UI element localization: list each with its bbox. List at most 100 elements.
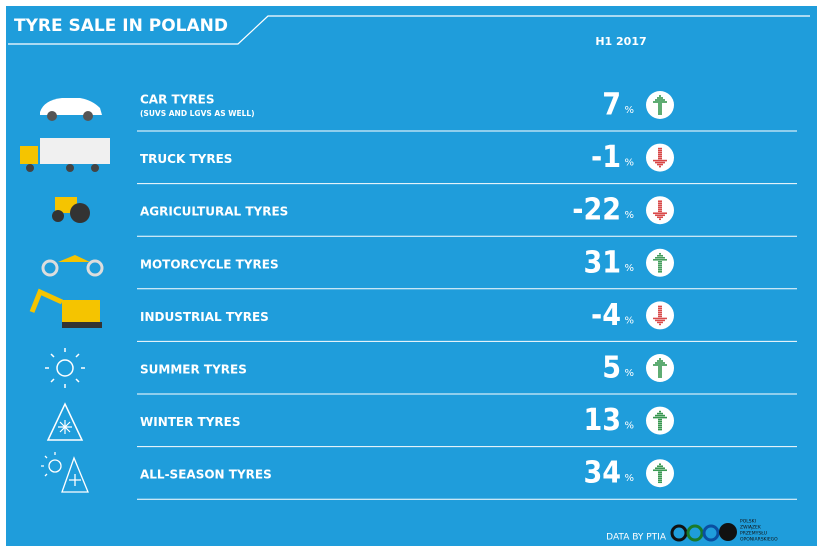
trend-dot bbox=[659, 469, 661, 472]
trend-dot bbox=[660, 428, 662, 431]
trend-dot bbox=[660, 147, 662, 150]
trend-dot bbox=[660, 206, 662, 209]
row-label: ALL-SEASON TYRES bbox=[140, 468, 272, 482]
trend-dot bbox=[660, 268, 662, 271]
trend-dot bbox=[659, 159, 661, 162]
row-unit: % bbox=[624, 210, 634, 221]
trend-dot bbox=[659, 416, 661, 419]
trend-dot bbox=[660, 305, 662, 308]
trend-badge bbox=[646, 459, 674, 488]
trend-dot bbox=[658, 477, 660, 480]
trend-dot bbox=[659, 321, 661, 324]
truck-icon bbox=[40, 138, 110, 164]
trend-dot bbox=[657, 212, 659, 215]
trend-dot bbox=[658, 368, 660, 370]
trend-dot bbox=[661, 163, 663, 166]
trend-dot bbox=[658, 147, 660, 150]
trend-dot bbox=[658, 208, 660, 211]
trend-dot bbox=[665, 258, 667, 261]
trend-dot bbox=[658, 157, 660, 160]
trend-dot bbox=[660, 210, 662, 213]
trend-dot bbox=[657, 416, 659, 419]
trend-dot bbox=[660, 109, 662, 111]
row-value: 7 bbox=[602, 88, 621, 123]
trend-dot bbox=[660, 200, 662, 203]
trend-dot bbox=[661, 362, 663, 364]
trend-dot bbox=[660, 157, 662, 160]
trend-dot bbox=[657, 101, 659, 103]
trend-dot bbox=[655, 469, 657, 472]
trend-dot bbox=[658, 270, 660, 273]
trend-badge bbox=[646, 406, 674, 435]
trend-dot bbox=[658, 428, 660, 431]
trend-dot bbox=[663, 101, 665, 103]
trend-dot bbox=[657, 317, 659, 320]
row-label: INDUSTRIAL TYRES bbox=[140, 310, 269, 324]
trend-dot bbox=[657, 321, 659, 324]
trend-dot bbox=[660, 471, 662, 474]
trend-dot bbox=[663, 416, 665, 419]
trend-dot bbox=[660, 372, 662, 374]
trend-dot bbox=[660, 149, 662, 152]
trend-dot bbox=[660, 418, 662, 421]
trend-dot bbox=[661, 258, 663, 261]
trend-dot bbox=[658, 260, 660, 263]
trend-dot bbox=[665, 101, 667, 103]
trend-dot bbox=[657, 214, 659, 217]
trend-dot bbox=[658, 109, 660, 111]
trend-dot bbox=[659, 256, 661, 259]
trend-dot bbox=[658, 107, 660, 109]
trend-dot bbox=[660, 475, 662, 478]
trend-dot bbox=[657, 467, 659, 470]
trend-dot bbox=[653, 317, 655, 320]
trend-dot bbox=[658, 313, 660, 316]
sun-icon bbox=[45, 348, 85, 388]
trend-dot bbox=[660, 105, 662, 107]
logo-line: PRZEMYSŁU bbox=[740, 531, 767, 537]
trend-dot bbox=[659, 95, 661, 97]
trend-dot bbox=[660, 309, 662, 312]
trend-dot bbox=[659, 358, 661, 360]
trend-badge bbox=[646, 354, 674, 382]
trend-dot bbox=[659, 410, 661, 413]
trend-dot bbox=[661, 101, 663, 103]
trend-dot bbox=[653, 469, 655, 472]
trend-dot bbox=[660, 368, 662, 370]
row-unit: % bbox=[624, 105, 634, 116]
header-line bbox=[8, 15, 810, 45]
trend-dot bbox=[653, 364, 655, 366]
title: TYRE SALE IN POLAND bbox=[14, 16, 228, 36]
trend-dot bbox=[661, 161, 663, 164]
trend-dot bbox=[661, 416, 663, 419]
trend-dot bbox=[663, 258, 665, 261]
source: DATA BY PTIA bbox=[606, 533, 667, 543]
trend-dot bbox=[661, 254, 663, 257]
trend-dot bbox=[660, 366, 662, 368]
trend-dot bbox=[663, 414, 665, 417]
trend-dot bbox=[657, 412, 659, 415]
trend-dot bbox=[657, 362, 659, 364]
trend-dot bbox=[653, 258, 655, 261]
trend-dot bbox=[657, 258, 659, 261]
trend-dot bbox=[659, 165, 661, 168]
row-unit: % bbox=[624, 158, 634, 169]
trend-dot bbox=[660, 111, 662, 113]
trend-dot bbox=[658, 210, 660, 213]
car-icon bbox=[40, 98, 102, 115]
trend-dot bbox=[659, 323, 661, 326]
trend-dot bbox=[657, 159, 659, 162]
trend-dot bbox=[657, 216, 659, 219]
trend-dot bbox=[658, 200, 660, 203]
trend-badge bbox=[646, 301, 674, 330]
trend-dot bbox=[661, 319, 663, 322]
trend-dot bbox=[658, 372, 660, 374]
trend-dot bbox=[665, 317, 667, 320]
trend-dot bbox=[655, 212, 657, 215]
trend-dot bbox=[660, 153, 662, 156]
trend-dot bbox=[658, 370, 660, 372]
row-value: 5 bbox=[602, 351, 621, 386]
winter-icon bbox=[46, 402, 84, 441]
trend-dot bbox=[661, 412, 663, 415]
trend-dot bbox=[659, 463, 661, 466]
row-value: 31 bbox=[583, 245, 621, 280]
